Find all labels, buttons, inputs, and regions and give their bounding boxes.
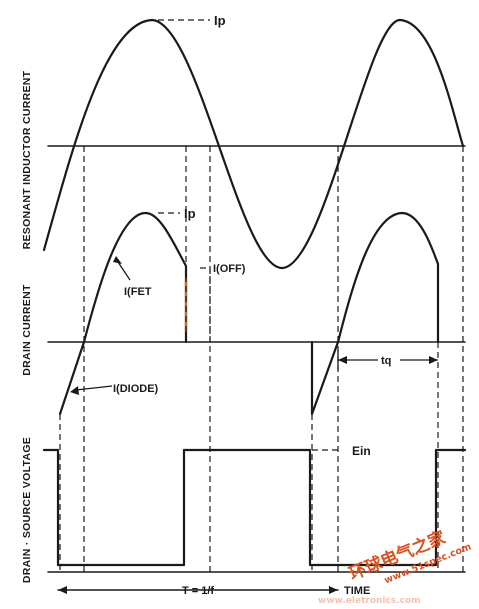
ein-label: Ein [352,444,371,458]
tq-label: tq [381,355,391,367]
ip-top-label: Ip [214,13,226,28]
ifet-pointer [117,261,131,281]
period-arrow-left [58,586,67,594]
drain-current-axis-label: DRAIN CURRENT [21,284,33,376]
ip-drain-label: Ip [184,206,196,221]
period-label: T = 1/f [182,585,214,597]
idiode-label: I(DIODE) [113,383,159,395]
drain-source-voltage-waveform [42,448,467,567]
idiode-pointer [75,385,113,391]
idiode-arrow-head [70,386,79,395]
ioff-label: I(OFF) [213,263,246,275]
resonant-current-axis-label: RESONANT INDUCTOR CURRENT [21,70,33,249]
time-label: TIME [344,585,370,597]
watermark-faded: www.eletronics.com [318,596,421,606]
drain-source-voltage-axis-label: DRAIN · SOURCE VOLTAGE [21,437,33,583]
ifet-arrow-head [113,256,122,264]
ifet-label: I(FET [124,286,152,298]
period-arrow-right [329,586,338,594]
resonant-current-waveform [42,18,465,270]
drain-current-waveform [58,211,440,416]
